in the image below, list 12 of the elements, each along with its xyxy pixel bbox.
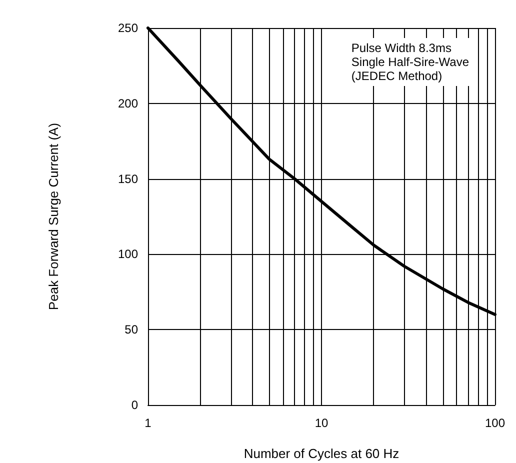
x-tick-label: 10 [314, 416, 328, 430]
y-tick-label: 50 [124, 322, 138, 337]
y-axis-title: Peak Forward Surge Current (A) [46, 122, 61, 310]
y-tick-label: 150 [118, 172, 138, 186]
x-tick-label: 100 [484, 416, 506, 430]
y-tick-label: 0 [131, 398, 138, 412]
y-tick-label: 100 [118, 247, 138, 262]
x-axis-title: Number of Cycles at 60 Hz [244, 446, 400, 461]
y-tick-label: 250 [118, 21, 138, 35]
y-tick-label: 200 [118, 96, 138, 110]
annotation: Pulse Width 8.3ms Single Half-Sire-Wave (JEDEC Method) [351, 41, 470, 83]
x-tick-label: 1 [144, 416, 152, 430]
